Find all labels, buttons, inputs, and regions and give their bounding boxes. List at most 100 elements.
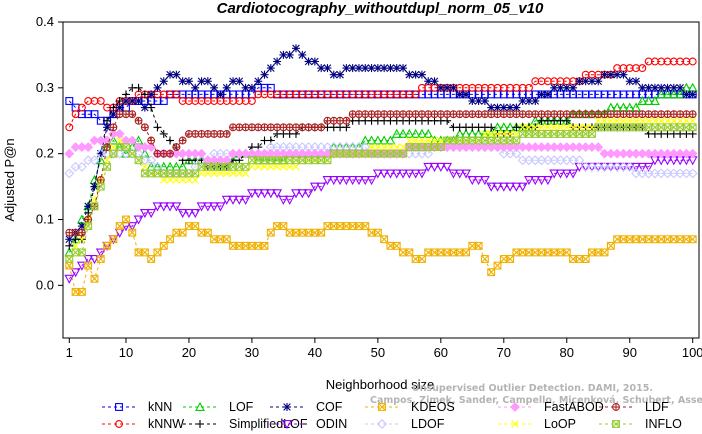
marker-square-x <box>506 255 514 263</box>
marker-triangle-down <box>404 169 415 179</box>
marker-x <box>241 169 250 178</box>
marker-triangle-down <box>202 202 213 212</box>
marker-x <box>386 143 395 151</box>
marker-star <box>688 90 697 99</box>
marker-star <box>399 64 407 72</box>
marker-diamond-filled <box>64 148 75 159</box>
marker-x <box>657 116 666 125</box>
marker-triangle-down <box>284 195 295 205</box>
legend-item-INFLO: INFLO <box>599 417 682 431</box>
marker-square-x <box>436 143 445 152</box>
marker-diamond-filled <box>196 148 207 159</box>
marker-square-x <box>512 136 521 145</box>
marker-circle <box>77 103 86 112</box>
marker-triangle-down <box>372 169 383 179</box>
marker-triangle-down <box>366 176 377 186</box>
marker-square-x <box>65 255 74 263</box>
marker-triangle-down <box>127 222 138 232</box>
marker-x <box>569 123 577 132</box>
marker-star <box>329 70 338 79</box>
marker-square-x <box>178 228 187 237</box>
marker-diamond <box>511 148 522 159</box>
marker-square-x <box>380 235 389 244</box>
marker-square-x <box>323 222 332 230</box>
marker-circle <box>115 420 123 428</box>
marker-square-x <box>663 235 672 244</box>
marker-star <box>342 64 351 72</box>
legend-item-kNNW: kNNW <box>102 417 184 431</box>
marker-x <box>197 169 206 178</box>
legend-item-LDF: LDF <box>599 400 669 414</box>
marker-square-x <box>134 156 143 165</box>
marker-star <box>607 70 615 79</box>
marker-square-x <box>537 248 546 257</box>
marker-triangle-down <box>158 202 169 212</box>
marker-star <box>336 70 344 79</box>
marker-square-x <box>141 248 149 257</box>
marker-triangle-down <box>139 208 150 219</box>
marker-square-x <box>153 169 162 178</box>
marker-square-x <box>65 255 74 263</box>
marker-x <box>594 116 603 125</box>
marker-square-x <box>480 255 489 263</box>
marker-triangle-down <box>429 162 440 172</box>
marker-triangle-down <box>234 195 245 205</box>
marker-triangle-down <box>423 162 434 172</box>
marker-star <box>455 90 464 99</box>
marker-square-x <box>455 136 464 145</box>
legend-label: LoOP <box>544 417 576 431</box>
marker-square-x <box>437 248 445 257</box>
marker-square-x <box>625 235 634 244</box>
marker-square-x <box>216 235 225 244</box>
marker-square-x <box>613 235 621 244</box>
marker-square-x <box>462 136 470 145</box>
marker-square-x <box>317 156 325 165</box>
marker-x <box>430 136 439 145</box>
marker-square-x <box>676 123 684 132</box>
marker-x <box>581 123 590 132</box>
marker-x <box>676 116 684 125</box>
marker-square-x <box>531 130 540 138</box>
marker-square-x <box>204 228 212 237</box>
marker-square-x <box>493 136 502 145</box>
marker-square-x <box>550 130 558 138</box>
marker-square-x <box>374 149 382 158</box>
marker-square-x <box>612 420 620 428</box>
series-line <box>68 87 693 253</box>
marker-square-x <box>644 123 653 132</box>
marker-square-x <box>386 149 395 158</box>
marker-square-x <box>191 222 200 231</box>
marker-square-x <box>134 248 143 257</box>
marker-x <box>575 123 584 132</box>
marker-triangle-down <box>354 176 364 186</box>
marker-star <box>115 103 124 112</box>
marker-star <box>361 64 370 72</box>
marker-x <box>222 169 231 178</box>
marker-triangle <box>417 128 427 138</box>
marker-x <box>273 163 281 171</box>
legend: kNNkNNWLOFSimplifiedLOFCOFODINKDEOSLDOFF… <box>102 400 682 431</box>
marker-star <box>285 51 294 59</box>
series-line <box>68 87 693 247</box>
marker-star <box>267 64 275 72</box>
marker-square-x <box>600 248 609 257</box>
marker-triangle <box>379 135 390 145</box>
marker-triangle <box>360 135 371 145</box>
legend-label: LOF <box>229 400 254 414</box>
marker-x <box>380 143 388 151</box>
marker-square-x <box>248 242 256 250</box>
marker-square-x <box>424 248 433 257</box>
marker-square-x <box>84 261 92 270</box>
marker-x <box>607 116 615 125</box>
legend-label: FastABOD <box>544 400 604 414</box>
marker-square-x <box>468 136 477 145</box>
marker-circle <box>71 110 80 119</box>
series-INFLO <box>65 123 697 263</box>
marker-square-x <box>90 274 99 283</box>
marker-square-x <box>210 235 218 244</box>
marker-x <box>481 130 489 138</box>
marker-star <box>663 84 672 92</box>
marker-square-x <box>392 241 401 250</box>
x-tick-label: 90 <box>622 345 636 360</box>
